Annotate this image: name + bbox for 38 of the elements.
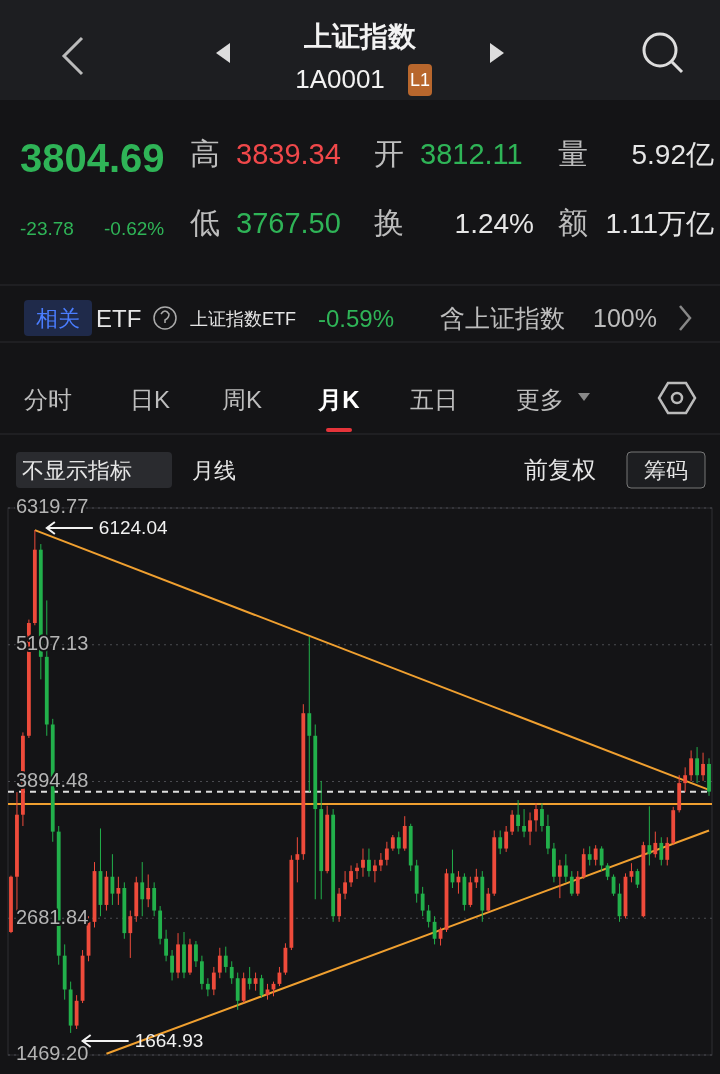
text: 日K bbox=[130, 386, 171, 413]
y-tick-label: 6319.77 bbox=[16, 495, 89, 518]
text: 更多 bbox=[516, 386, 564, 413]
text: 高 bbox=[190, 137, 220, 170]
text: 周K bbox=[222, 386, 263, 413]
text: 含上证指数 bbox=[440, 304, 565, 332]
text: 上证指数ETF bbox=[190, 309, 296, 329]
text: 分时 bbox=[24, 386, 72, 413]
text: 3804.69 bbox=[20, 136, 165, 180]
annotation: 1664.93 bbox=[134, 1029, 204, 1051]
text: 开 bbox=[374, 137, 404, 170]
annotation: 6124.04 bbox=[98, 517, 168, 539]
text: 3812.11 bbox=[420, 138, 523, 170]
text: 五日 bbox=[410, 386, 458, 413]
text: 100% bbox=[593, 304, 657, 332]
text: 3839.34 bbox=[236, 138, 341, 170]
text: L1 bbox=[409, 70, 431, 90]
text: 低 bbox=[190, 206, 220, 239]
text: -23.78 bbox=[20, 218, 74, 239]
text: 换 bbox=[374, 206, 404, 239]
text: 量 bbox=[558, 137, 588, 170]
text: 1.24% bbox=[454, 208, 534, 239]
text: 1.11万亿 bbox=[605, 208, 714, 239]
y-tick-label: 1469.20 bbox=[16, 1042, 89, 1065]
text: 月K bbox=[317, 386, 361, 413]
text: 筹码 bbox=[644, 458, 688, 483]
text: -0.59% bbox=[318, 305, 395, 332]
text: 月线 bbox=[192, 458, 236, 483]
text: 前复权 bbox=[524, 456, 596, 483]
text: 上证指数 bbox=[303, 21, 417, 52]
text: -0.62% bbox=[104, 218, 165, 239]
text: ETF bbox=[96, 305, 142, 332]
text: 相关 bbox=[36, 306, 80, 331]
text: 5.92亿 bbox=[631, 139, 714, 170]
text: 不显示指标 bbox=[22, 458, 132, 483]
text: 3767.50 bbox=[236, 207, 341, 239]
text: 额 bbox=[558, 206, 588, 239]
text: 1A0001 bbox=[295, 64, 385, 94]
